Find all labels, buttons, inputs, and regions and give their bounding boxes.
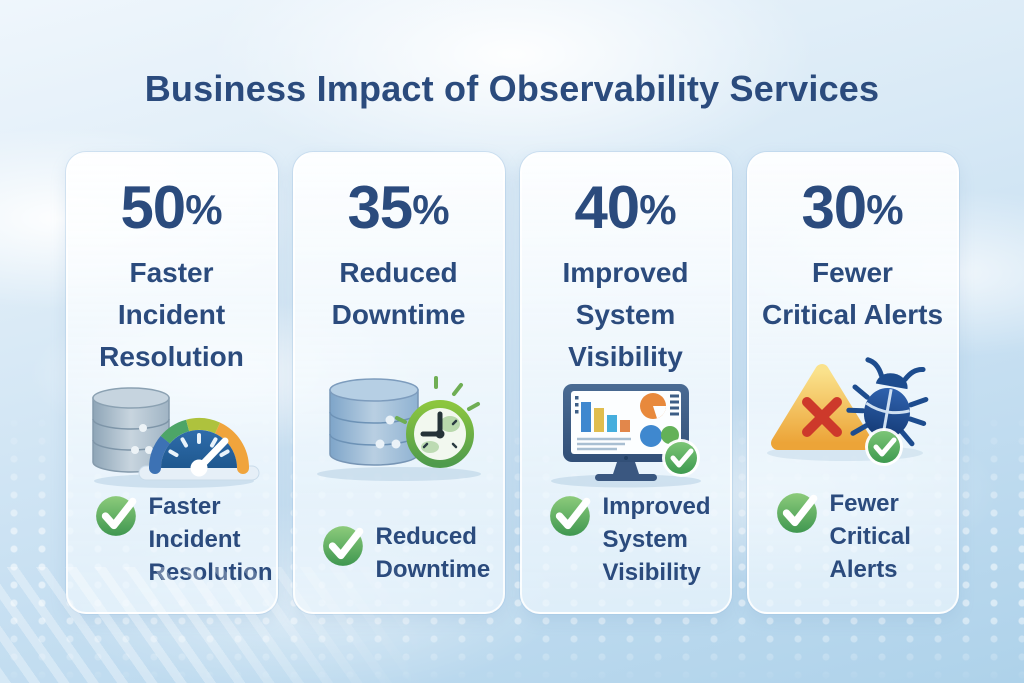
check-caption-line: Critical [829,522,911,550]
stat-number: 50 [120,174,186,241]
stat-number: 35 [347,174,413,241]
check-caption-text: Improved System Visibility [603,490,711,589]
stat-percent-sign: % [412,186,450,233]
stat-label-line: System [575,299,676,330]
check-caption-line: Incident [148,526,241,554]
stat-value: 35% [347,178,449,238]
stat-label-line: Resolution [99,341,244,372]
stat-label-line: Faster [129,257,214,288]
stat-percent-sign: % [639,186,677,233]
check-caption: Fewer Critical Alerts [761,487,945,586]
stat-value: 50% [120,178,222,238]
stat-label: Reduced Downtime [332,252,466,336]
stat-number: 30 [801,174,867,241]
stat-label-line: Reduced [339,257,458,288]
stat-label-line: Visibility [568,341,683,372]
stat-value: 30% [801,178,903,238]
check-caption-line: Visibility [602,559,701,587]
stat-percent-sign: % [185,186,223,233]
check-caption-line: Faster [148,493,221,520]
check-circle-icon [95,496,136,536]
check-caption-line: Improved [602,493,711,520]
stat-label-line: Downtime [331,299,466,330]
check-caption-line: Reduced [375,522,477,550]
check-circle-icon [549,496,590,536]
check-caption-text: Reduced Downtime [376,520,491,586]
stat-label: Fewer Critical Alerts [762,252,943,336]
check-caption-line: Downtime [375,555,491,583]
check-caption: Improved System Visibility [534,490,718,589]
card-faster-incident-resolution: 50% Faster Incident Resolution [65,152,278,614]
stat-label-line: Critical Alerts [761,299,944,330]
check-caption-line: Alerts [829,555,898,583]
database-clock-icon [306,362,492,494]
stat-number: 40 [574,174,640,241]
stat-percent-sign: % [866,186,904,233]
monitor-dashboard-icon [533,378,719,490]
card-reduced-downtime: 35% Reduced Downtime [292,152,505,614]
database-speedometer-icon [79,378,265,490]
page-title: Business Impact of Observability Service… [144,68,880,109]
stat-cards-row: 50% Faster Incident Resolution [0,152,1024,614]
check-circle-icon [776,492,817,533]
check-caption: Reduced Downtime [307,520,491,586]
card-fewer-critical-alerts: 30% Fewer Critical Alerts [746,152,959,614]
stat-label-line: Fewer [812,257,893,288]
stat-value: 40% [574,178,676,238]
check-caption-line: Resolution [148,559,273,587]
check-caption-text: Fewer Critical Alerts [830,487,911,586]
check-caption-text: Faster Incident Resolution [149,490,273,589]
stat-label: Improved System Visibility [562,252,688,378]
stat-label: Faster Incident Resolution [99,252,244,378]
check-caption-line: System [602,526,688,554]
stat-label-line: Improved [562,257,689,288]
check-circle-icon [322,525,363,566]
card-improved-system-visibility: 40% Improved System Visibility [519,152,732,614]
check-caption-line: Fewer [829,489,899,517]
warning-triangle-bug-icon [760,345,946,477]
stat-label-line: Incident [117,299,226,330]
check-caption: Faster Incident Resolution [80,490,273,589]
